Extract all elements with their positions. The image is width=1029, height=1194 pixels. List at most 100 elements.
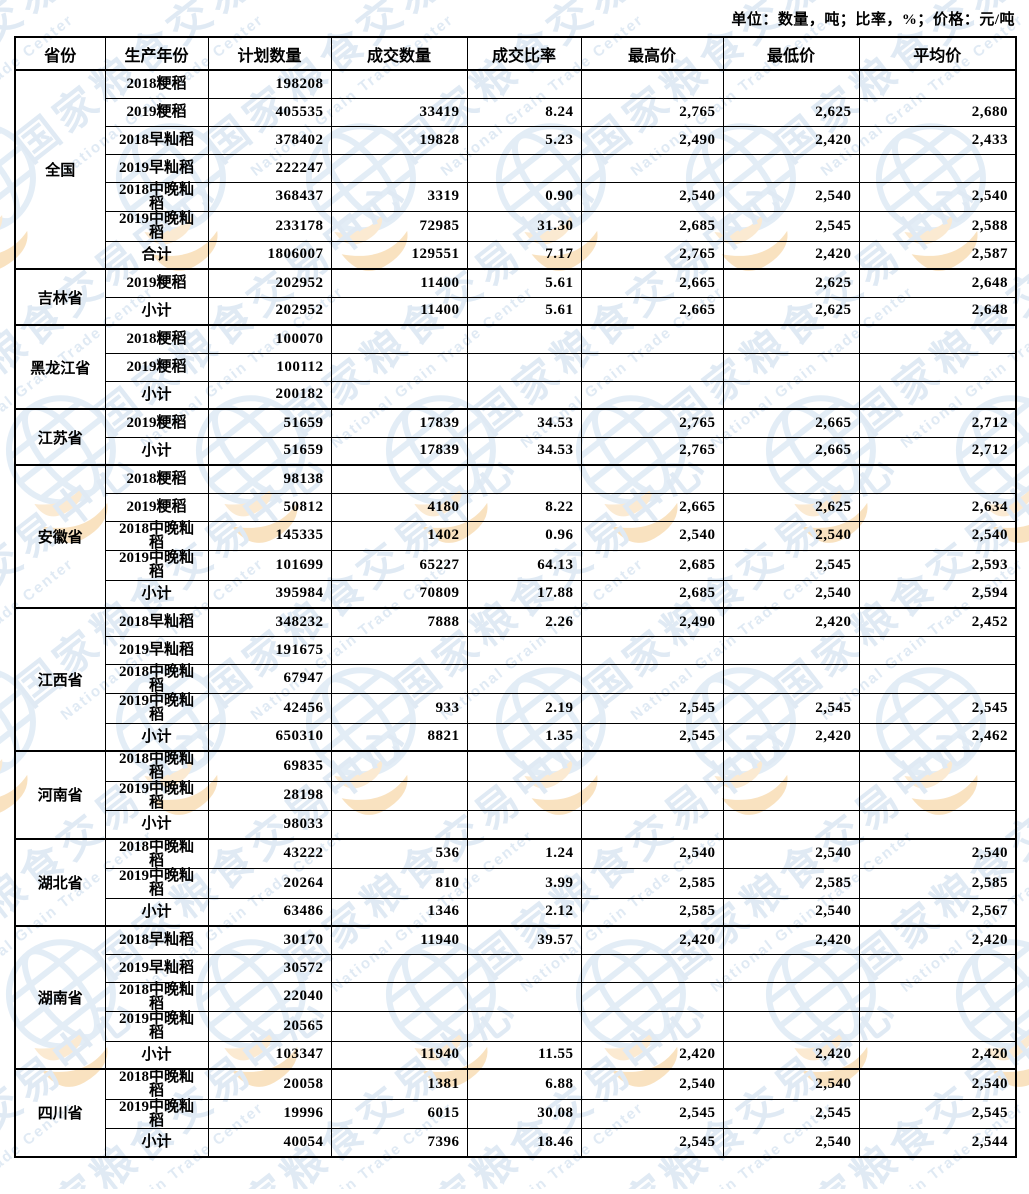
column-header: 成交数量	[330, 36, 468, 71]
table-row: 2019中晚籼稻 20264 810 3.99 2,585 2,585 2,585	[15, 868, 1017, 899]
value-cell	[858, 69, 1017, 99]
year-cell: 2018粳稻	[104, 464, 209, 494]
value-cell: 2,545	[722, 550, 860, 581]
value-cell: 11940	[330, 925, 468, 955]
value-cell: 395984	[207, 579, 332, 609]
value-cell: 1.24	[466, 837, 582, 869]
table-row: 2019早籼稻 222247	[15, 153, 1017, 183]
value-cell	[722, 380, 860, 410]
table-row: 2019中晚籼稻 28198	[15, 780, 1017, 811]
value-cell	[330, 464, 468, 494]
year-cell: 2019粳稻	[104, 408, 209, 438]
value-cell: 2,540	[580, 520, 724, 551]
table-row: 2019早籼稻 30572	[15, 953, 1017, 983]
value-cell: 810	[330, 868, 468, 899]
value-cell: 2,420	[722, 125, 860, 155]
year-cell: 2018中晚籼稻	[104, 750, 209, 782]
year-cell: 小计	[104, 579, 209, 609]
year-cell: 2018中晚籼稻	[104, 981, 209, 1012]
value-cell: 368437	[207, 181, 332, 212]
value-cell: 2,540	[722, 1068, 860, 1100]
value-cell: 11400	[330, 268, 468, 298]
value-cell	[722, 810, 860, 839]
units-note: 单位：数量，吨；比率，%；价格：元/吨	[731, 12, 1015, 28]
value-cell: 2,540	[858, 1068, 1017, 1100]
column-header: 生产年份	[104, 36, 209, 71]
value-cell: 2,625	[722, 492, 860, 522]
value-cell: 19828	[330, 125, 468, 155]
value-cell	[330, 352, 468, 382]
province-cell: 河南省	[14, 750, 106, 839]
table-row: 2019中晚籼稻 101699 65227 64.13 2,685 2,545 2,593	[15, 550, 1017, 581]
value-cell: 17.88	[466, 579, 582, 609]
value-cell	[580, 352, 724, 382]
value-cell: 7.17	[466, 240, 582, 270]
province-cell: 全国	[14, 69, 106, 270]
table-row: 小计 51659 17839 34.53 2,765 2,665 2,712	[15, 436, 1017, 466]
value-cell	[580, 464, 724, 494]
value-cell: 2,625	[722, 296, 860, 326]
value-cell	[580, 635, 724, 665]
value-cell: 51659	[207, 436, 332, 466]
table-row: 小计 200182	[15, 380, 1017, 410]
table-row: 2019粳稻 405535 33419 8.24 2,765 2,625 2,680	[15, 97, 1017, 127]
value-cell: 34.53	[466, 408, 582, 438]
value-cell	[330, 663, 468, 694]
value-cell: 2,685	[580, 211, 724, 242]
table-row: 小计 202952 11400 5.61 2,665 2,625 2,648	[15, 296, 1017, 326]
value-cell: 2.26	[466, 607, 582, 637]
year-cell: 2019中晚籼稻	[104, 868, 209, 899]
value-cell: 2,420	[722, 925, 860, 955]
value-cell: 202952	[207, 296, 332, 326]
value-cell: 11400	[330, 296, 468, 326]
value-cell	[858, 380, 1017, 410]
table-row: 2019早籼稻 191675	[15, 635, 1017, 665]
value-cell: 3.99	[466, 868, 582, 899]
value-cell: 39.57	[466, 925, 582, 955]
value-cell: 2,540	[722, 520, 860, 551]
value-cell: 2,648	[858, 296, 1017, 326]
table-row: 2018中晚籼稻 22040	[15, 981, 1017, 1012]
value-cell: 2,665	[580, 296, 724, 326]
value-cell: 348232	[207, 607, 332, 637]
year-cell: 2018中晚籼稻	[104, 837, 209, 869]
value-cell	[858, 635, 1017, 665]
year-cell: 2018中晚籼稻	[104, 520, 209, 551]
value-cell: 2,765	[580, 408, 724, 438]
year-cell: 2018粳稻	[104, 324, 209, 354]
year-cell: 2019早籼稻	[104, 153, 209, 183]
year-cell: 合计	[104, 240, 209, 270]
value-cell: 8821	[330, 722, 468, 752]
table-row: 小计 40054 7396 18.46 2,545 2,540 2,544	[15, 1128, 1017, 1157]
province-cell: 黑龙江省	[14, 324, 106, 410]
value-cell	[466, 352, 582, 382]
value-cell	[580, 153, 724, 183]
value-cell: 20058	[207, 1068, 332, 1100]
value-cell: 2,712	[858, 436, 1017, 466]
value-cell: 2,588	[858, 211, 1017, 242]
year-cell: 2019中晚籼稻	[104, 780, 209, 811]
value-cell: 64.13	[466, 550, 582, 581]
value-cell	[722, 750, 860, 782]
table-row: 全国 2018粳稻 198208	[14, 69, 1017, 270]
year-cell: 2019粳稻	[104, 352, 209, 382]
value-cell: 145335	[207, 520, 332, 551]
value-cell: 1346	[330, 897, 468, 927]
value-cell: 5.61	[466, 268, 582, 298]
year-cell: 2019粳稻	[104, 268, 209, 298]
value-cell: 2,490	[580, 125, 724, 155]
value-cell: 2,540	[580, 1068, 724, 1100]
column-header: 省份	[14, 36, 106, 71]
value-cell: 1.35	[466, 722, 582, 752]
value-cell: 2,540	[858, 837, 1017, 869]
value-cell	[858, 324, 1017, 354]
value-cell	[858, 750, 1017, 782]
value-cell: 43222	[207, 837, 332, 869]
value-cell: 65227	[330, 550, 468, 581]
value-cell	[722, 69, 860, 99]
column-header: 计划数量	[207, 36, 332, 71]
value-cell: 33419	[330, 97, 468, 127]
year-cell: 2019早籼稻	[104, 635, 209, 665]
value-cell: 101699	[207, 550, 332, 581]
